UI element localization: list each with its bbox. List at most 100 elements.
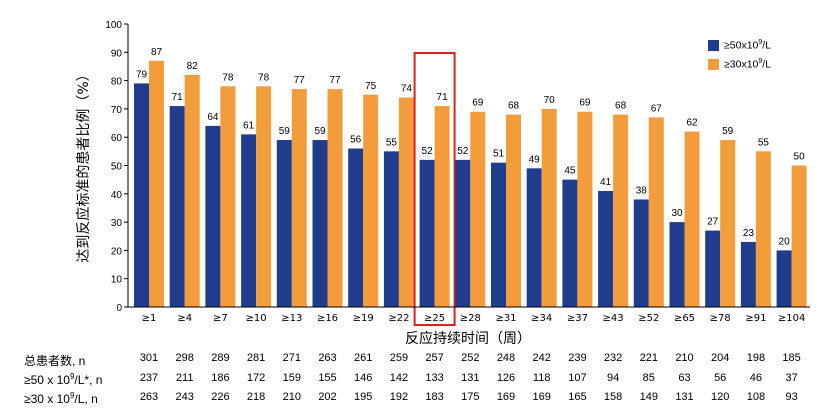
bar-series-1-18 xyxy=(776,250,792,307)
table-row-label-50: ≥50 x 109/L*, n xyxy=(24,372,103,387)
table-cell-r0-c13: 232 xyxy=(603,352,623,364)
y-tick-label-8: 80 xyxy=(111,77,123,88)
x-tick-label-9: ≥28 xyxy=(460,313,481,324)
data-label-series-2-15: 62 xyxy=(686,118,698,129)
data-label-series-2-7: 74 xyxy=(401,84,413,95)
bar-series-1-10 xyxy=(491,162,506,307)
table-cell-r1-c12: 107 xyxy=(568,372,587,384)
table-cell-r1-c10: 126 xyxy=(496,372,516,384)
y-tick-label-2: 20 xyxy=(111,246,123,257)
table-cell-r1-c7: 142 xyxy=(389,372,409,384)
data-label-series-2-5: 77 xyxy=(329,75,341,86)
data-label-series-2-14: 67 xyxy=(651,103,663,114)
table-cell-r0-c17: 198 xyxy=(746,352,766,364)
data-label-series-2-9: 69 xyxy=(472,98,484,109)
x-axis-title: 反应持续时间（周） xyxy=(405,330,531,347)
data-label-series-1-4: 59 xyxy=(279,126,291,137)
bar-series-2-11 xyxy=(541,108,557,308)
x-tick-label-7: ≥22 xyxy=(388,313,409,324)
bar-series-1-13 xyxy=(598,190,614,307)
legend-swatch-series-2 xyxy=(708,59,719,70)
bar-series-2-2 xyxy=(220,86,236,307)
bar-series-1-12 xyxy=(562,179,578,307)
table-cell-r1-c9: 131 xyxy=(461,372,480,384)
table-cell-r0-c3: 281 xyxy=(246,352,266,364)
x-tick-label-13: ≥43 xyxy=(603,313,624,324)
table-cell-r1-c8: 133 xyxy=(425,372,444,384)
x-tick-label-6: ≥19 xyxy=(353,313,374,324)
y-tick-label-6: 60 xyxy=(111,133,123,144)
table-cell-r0-c14: 221 xyxy=(639,352,658,364)
table-cell-r2-c2: 226 xyxy=(211,391,230,403)
table-cell-r0-c9: 252 xyxy=(461,352,480,364)
table-cell-r1-c16: 56 xyxy=(714,372,727,384)
x-tick-label-0: ≥1 xyxy=(142,313,157,324)
legend-label-series-1: ≥50x109/L xyxy=(724,39,772,52)
bar-series-1-1 xyxy=(169,106,185,307)
table-cell-r2-c10: 169 xyxy=(496,391,516,403)
x-tick-label-1: ≥4 xyxy=(177,313,192,324)
bar-series-2-6 xyxy=(363,94,379,307)
bar-series-2-0 xyxy=(149,60,164,307)
data-label-series-2-12: 69 xyxy=(579,98,591,109)
data-label-series-1-16: 27 xyxy=(707,217,719,228)
bar-series-2-15 xyxy=(684,131,700,307)
data-label-series-1-1: 71 xyxy=(172,92,184,103)
bar-series-1-5 xyxy=(312,140,328,307)
legend-item-series-2: ≥30x109/L xyxy=(708,55,771,74)
table-cell-r1-c18: 37 xyxy=(785,372,798,384)
bar-series-2-13 xyxy=(613,114,629,307)
x-tick-label-2: ≥7 xyxy=(213,313,228,324)
bar-series-2-17 xyxy=(755,151,771,307)
y-tick-label-3: 30 xyxy=(111,218,123,229)
data-label-series-2-4: 77 xyxy=(294,75,306,86)
table-cell-r2-c14: 149 xyxy=(639,391,658,403)
data-label-series-1-2: 64 xyxy=(207,112,219,123)
table-row-label-30: ≥30 x 109/L, n xyxy=(24,391,98,406)
data-label-series-2-17: 55 xyxy=(758,137,770,148)
table-cell-r0-c8: 257 xyxy=(425,352,444,364)
table-cell-r1-c4: 159 xyxy=(282,372,301,384)
bar-series-1-7 xyxy=(383,151,399,307)
data-label-series-2-11: 70 xyxy=(544,95,556,106)
data-label-series-1-14: 38 xyxy=(636,185,648,196)
bar-series-2-10 xyxy=(506,114,521,307)
bar-series-2-9 xyxy=(470,111,486,307)
x-tick-label-16: ≥78 xyxy=(710,313,731,324)
table-cell-r2-c7: 192 xyxy=(389,391,409,403)
table-cell-r2-c8: 183 xyxy=(425,391,444,403)
table-cell-r2-c16: 120 xyxy=(711,391,730,403)
table-cell-r1-c14: 85 xyxy=(642,372,655,384)
data-label-series-1-11: 49 xyxy=(529,154,541,165)
bar-series-2-1 xyxy=(184,74,200,307)
data-label-series-1-17: 23 xyxy=(743,228,755,239)
table-cell-r0-c0: 301 xyxy=(139,352,159,364)
table-cell-r0-c12: 239 xyxy=(568,352,587,364)
table-cell-r2-c11: 169 xyxy=(532,391,551,403)
table-cell-r0-c6: 261 xyxy=(354,352,373,364)
table-cell-r0-c16: 204 xyxy=(711,352,730,364)
bar-series-1-15 xyxy=(669,222,685,307)
x-tick-label-15: ≥65 xyxy=(674,313,695,324)
y-tick-label-0: 0 xyxy=(116,303,122,314)
table-cell-r2-c17: 108 xyxy=(746,391,766,403)
bar-series-1-11 xyxy=(526,168,542,307)
table-cell-r0-c10: 248 xyxy=(496,352,516,364)
table-cell-r1-c1: 211 xyxy=(175,372,194,384)
data-label-series-2-2: 78 xyxy=(222,72,234,83)
bar-series-1-16 xyxy=(705,230,721,307)
bar-series-1-3 xyxy=(241,134,257,307)
data-label-series-1-12: 45 xyxy=(564,166,576,177)
data-label-series-1-15: 30 xyxy=(671,208,683,219)
data-label-series-1-5: 59 xyxy=(314,126,326,137)
bar-series-2-4 xyxy=(291,89,307,307)
table-cell-r0-c4: 271 xyxy=(282,352,301,364)
data-label-series-1-6: 56 xyxy=(350,135,362,146)
table-cell-r1-c11: 118 xyxy=(532,372,551,384)
bar-series-2-3 xyxy=(256,86,272,307)
bar-series-2-8 xyxy=(434,106,450,307)
x-tick-label-8: ≥25 xyxy=(424,313,445,324)
table-cell-r1-c2: 186 xyxy=(211,372,230,384)
x-tick-label-14: ≥52 xyxy=(638,313,659,324)
